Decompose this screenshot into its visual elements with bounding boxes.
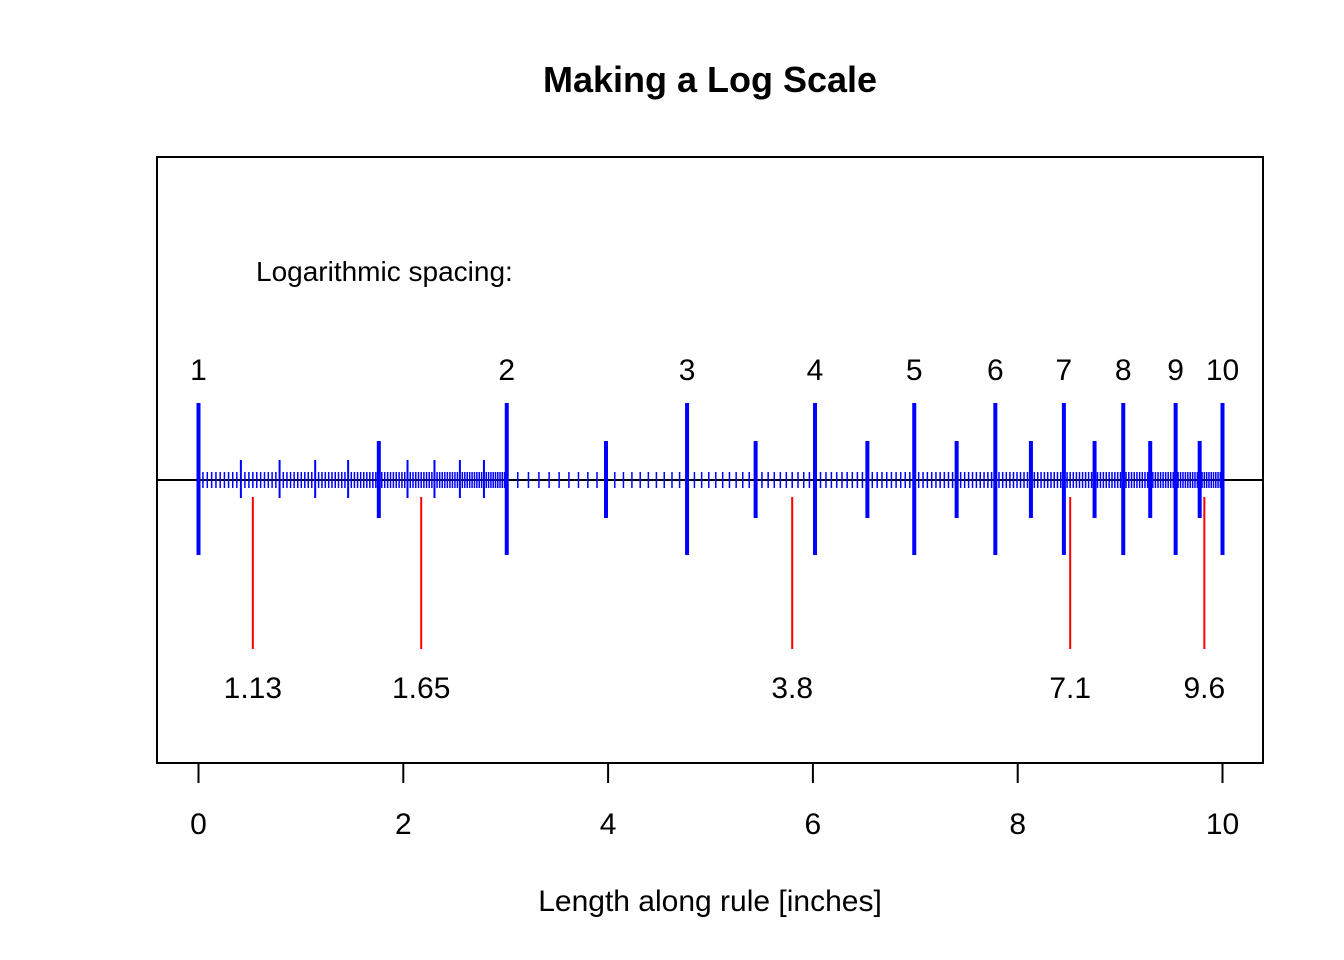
ruler-major-label: 6: [987, 354, 1004, 387]
x-axis-tick-label: 4: [600, 808, 617, 841]
ruler-major-label: 1: [190, 354, 207, 387]
ruler-major-label: 9: [1167, 354, 1184, 387]
ruler-major-label: 3: [679, 354, 696, 387]
ruler-major-label: 8: [1115, 354, 1132, 387]
x-axis-tick-label: 10: [1206, 808, 1239, 841]
x-axis-tick-label: 0: [190, 808, 207, 841]
x-axis-label: Length along rule [inches]: [538, 885, 882, 918]
chart-title: Making a Log Scale: [543, 59, 877, 100]
ruler-major-label: 2: [498, 354, 515, 387]
plot-frame: [156, 156, 1264, 764]
x-axis-tick-label: 2: [395, 808, 412, 841]
value-marker-label: 1.13: [224, 672, 282, 705]
value-marker-label: 3.8: [771, 672, 813, 705]
value-marker-label: 7.1: [1049, 672, 1091, 705]
x-axis-tick-label: 8: [1009, 808, 1026, 841]
value-marker-label: 9.6: [1183, 672, 1225, 705]
ruler-group: 1 2 3 4 5 6 7 8 9 10: [157, 354, 1263, 555]
ruler-major-label: 7: [1056, 354, 1073, 387]
annotation-text: Logarithmic spacing:: [256, 256, 513, 287]
ruler-major-label: 10: [1206, 354, 1239, 387]
value-marker-label: 1.65: [392, 672, 450, 705]
x-axis: 0 2 4 6 8 10: [190, 762, 1239, 841]
ruler-major-label: 5: [906, 354, 923, 387]
ruler-major-label: 4: [807, 354, 824, 387]
x-axis-tick-label: 6: [805, 808, 822, 841]
marker-group: 1.13 1.65 3.8 7.1 9.6: [224, 497, 1225, 705]
